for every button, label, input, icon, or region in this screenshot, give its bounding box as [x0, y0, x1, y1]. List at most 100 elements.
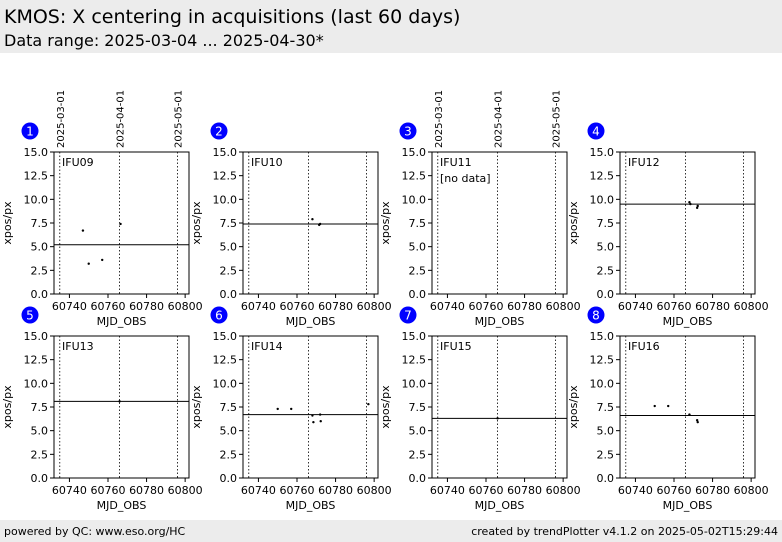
header-bar: KMOS: X centering in acquisitions (last …	[0, 0, 782, 53]
y-tick-label: 7.5	[597, 401, 615, 414]
y-tick-label: 5.0	[409, 425, 427, 438]
y-tick-label: 12.5	[590, 170, 615, 183]
y-tick-label: 0.0	[220, 288, 238, 301]
y-tick-label: 15.0	[402, 146, 427, 159]
x-tick-label: 60780	[129, 300, 164, 313]
x-tick-label: 60780	[695, 484, 730, 497]
y-tick-label: 12.5	[402, 170, 427, 183]
y-tick-label: 7.5	[31, 217, 49, 230]
panel-number: 4	[592, 125, 600, 139]
panel-number-badge	[587, 122, 605, 140]
panel-number-badge	[399, 306, 417, 324]
data-point	[367, 402, 370, 406]
x-tick-label: 60740	[241, 484, 276, 497]
plot-frame-ifu14	[242, 335, 379, 479]
y-tick-label: 7.5	[409, 217, 427, 230]
y-tick-label: 12.5	[24, 170, 49, 183]
y-tick-label: 2.5	[220, 264, 238, 277]
x-tick-label: 60760	[91, 484, 126, 497]
y-tick-label: 2.5	[597, 264, 615, 277]
date-marker-label: 2025-03-01	[56, 90, 67, 148]
x-axis-label: MJD_OBS	[286, 499, 336, 512]
y-axis-label: xpos/px	[379, 201, 392, 245]
data-point	[689, 202, 692, 206]
y-tick-label: 7.5	[220, 401, 238, 414]
x-tick-label: 60760	[280, 300, 315, 313]
footer-bar: powered by QC: www.eso.org/HC created by…	[0, 520, 782, 542]
y-tick-label: 12.5	[213, 354, 238, 367]
panel-label: IFU10	[251, 156, 283, 169]
x-tick-label: 60780	[507, 300, 542, 313]
x-tick-label: 60760	[469, 300, 504, 313]
x-tick-label: 60780	[507, 484, 542, 497]
x-axis-label: MJD_OBS	[663, 499, 713, 512]
y-axis-label: xpos/px	[190, 385, 203, 429]
panel-number-badge	[399, 122, 417, 140]
panel-label: IFU11	[440, 156, 472, 169]
x-axis-label: MJD_OBS	[286, 315, 336, 328]
x-axis-label: MJD_OBS	[475, 499, 525, 512]
data-point	[688, 413, 691, 416]
x-tick-label: 60760	[280, 484, 315, 497]
y-tick-label: 5.0	[597, 241, 615, 254]
y-tick-label: 10.0	[213, 377, 238, 390]
date-marker-label: 2025-05-01	[551, 90, 562, 148]
y-tick-label: 10.0	[402, 377, 427, 390]
y-tick-label: 10.0	[590, 193, 615, 206]
data-point	[81, 229, 85, 232]
x-axis-label: MJD_OBS	[663, 315, 713, 328]
y-axis-label: xpos/px	[1, 385, 14, 429]
y-tick-label: 0.0	[597, 472, 615, 485]
panel-label: IFU14	[251, 340, 283, 353]
data-point	[696, 420, 699, 424]
x-tick-label: 60800	[357, 300, 392, 313]
y-tick-label: 5.0	[220, 425, 238, 438]
y-tick-label: 15.0	[24, 330, 49, 343]
y-tick-label: 0.0	[31, 472, 49, 485]
y-tick-label: 12.5	[402, 354, 427, 367]
panel-number-badge	[21, 306, 39, 324]
y-axis-label: xpos/px	[190, 201, 203, 245]
x-tick-label: 60740	[430, 484, 465, 497]
panel-number-badge	[21, 122, 39, 140]
y-tick-label: 5.0	[409, 241, 427, 254]
y-tick-label: 2.5	[31, 264, 49, 277]
panel-label: IFU09	[62, 156, 94, 169]
panel-note: [no data]	[440, 172, 491, 185]
x-tick-label: 60800	[734, 300, 769, 313]
data-point	[119, 222, 122, 226]
panel-label: IFU15	[440, 340, 472, 353]
x-tick-label: 60800	[357, 484, 392, 497]
y-tick-label: 0.0	[597, 288, 615, 301]
x-tick-label: 60760	[657, 300, 692, 313]
data-point	[311, 218, 314, 221]
x-tick-label: 60800	[546, 484, 581, 497]
data-point	[695, 206, 699, 210]
x-tick-label: 60780	[318, 300, 353, 313]
x-tick-label: 60800	[546, 300, 581, 313]
y-tick-label: 12.5	[24, 354, 49, 367]
panel-label: IFU12	[628, 156, 660, 169]
y-tick-label: 15.0	[590, 330, 615, 343]
x-axis-label: MJD_OBS	[97, 499, 147, 512]
x-tick-label: 60800	[734, 484, 769, 497]
data-point	[311, 414, 314, 417]
y-tick-label: 15.0	[24, 146, 49, 159]
panel-number: 3	[404, 125, 412, 139]
y-tick-label: 0.0	[220, 472, 238, 485]
panel-number-badge	[587, 306, 605, 324]
y-tick-label: 10.0	[213, 193, 238, 206]
y-axis-label: xpos/px	[567, 201, 580, 245]
y-tick-label: 2.5	[597, 448, 615, 461]
plot-frame-ifu09	[53, 151, 190, 295]
y-tick-label: 5.0	[31, 425, 49, 438]
y-tick-label: 7.5	[597, 217, 615, 230]
y-tick-label: 5.0	[220, 241, 238, 254]
x-tick-label: 60740	[618, 300, 653, 313]
data-point	[667, 404, 670, 408]
page-title: KMOS: X centering in acquisitions (last …	[4, 6, 461, 28]
y-axis-label: xpos/px	[1, 201, 14, 245]
data-point	[101, 258, 104, 262]
x-tick-label: 60760	[469, 484, 504, 497]
